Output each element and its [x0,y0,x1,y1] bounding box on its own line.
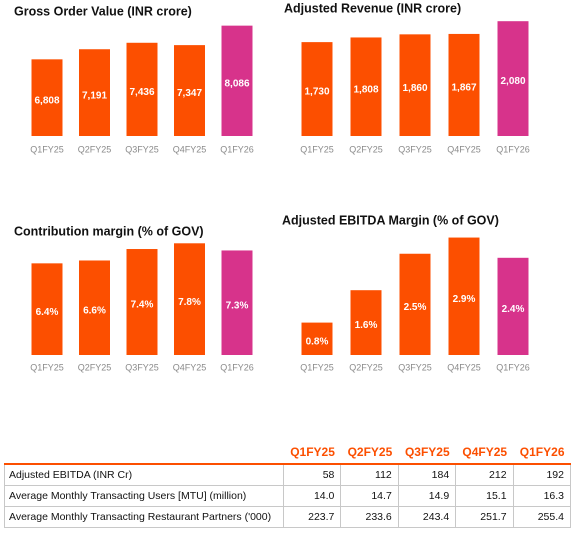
cell: 192 [512,463,572,486]
value-label: 2,080 [500,76,525,87]
x-tick-label: Q4FY25 [173,144,207,154]
bar [221,250,253,355]
bar [126,42,158,136]
table-row: Average Monthly Transacting Users [MTU] … [4,485,572,507]
x-tick-label: Q1FY26 [496,362,530,372]
cell: 112 [340,463,399,486]
x-tick-label: Q4FY25 [447,362,481,372]
bar [126,249,158,355]
bar [497,257,529,355]
value-label: 7.3% [226,300,249,311]
cell: 14.7 [340,485,399,507]
cell: 58 [282,463,342,486]
bar [301,322,333,355]
value-label: 1,860 [402,83,427,94]
cell: 233.6 [340,506,399,528]
column-header: Q1FY25 [283,442,341,465]
cell: 251.7 [455,506,514,528]
header-row: Q1FY25 Q2FY25 Q3FY25 Q4FY25 Q1FY26 [4,442,571,465]
x-tick-label: Q1FY25 [30,362,64,372]
row-label: Average Monthly Transacting Users [MTU] … [4,485,284,507]
x-tick-label: Q2FY25 [78,362,112,372]
cell: 15.1 [455,485,514,507]
x-tick-label: Q1FY26 [220,362,254,372]
column-header: Q4FY25 [455,442,514,465]
bar [350,290,382,355]
value-label: 6.6% [83,305,106,316]
x-tick-label: Q2FY25 [78,144,112,154]
metrics-table: Q1FY25 Q2FY25 Q3FY25 Q4FY25 Q1FY26 Adjusted E… [4,442,572,528]
value-label: 2.9% [453,294,476,305]
bar [448,33,480,136]
table-row: Average Monthly Transacting Restaurant P… [4,506,572,528]
x-tick-label: Q1FY25 [30,144,64,154]
value-label: 7,191 [82,90,107,101]
column-header: Q2FY25 [340,442,399,465]
x-tick-label: Q1FY26 [496,144,530,154]
value-label: 7,436 [129,87,154,98]
x-tick-label: Q3FY25 [125,362,159,372]
value-label: 2.4% [502,304,525,315]
value-label: 1.6% [355,320,378,331]
value-label: 2.5% [404,302,427,313]
cell: 14.9 [397,485,457,507]
cell: 223.7 [282,506,342,528]
bar [79,49,110,136]
cell: 16.3 [512,485,572,507]
chart-title: Contribution margin (% of GOV) [14,224,204,238]
bar [301,42,333,136]
bar [174,45,205,137]
column-header: Q3FY25 [398,442,456,465]
value-label: 0.8% [306,336,329,347]
chart-title: Gross Order Value (INR crore) [14,4,192,18]
x-tick-label: Q1FY25 [300,144,334,154]
value-label: 8,086 [224,78,249,89]
bar [399,34,431,136]
value-label: 1,808 [353,84,378,95]
value-label: 7,347 [177,88,202,99]
value-label: 6,808 [34,95,59,106]
bar [79,260,110,355]
bar [31,263,63,355]
bar [350,37,382,136]
cell: 212 [455,463,514,486]
bar [174,243,205,355]
row-label: Adjusted EBITDA (INR Cr) [4,463,284,486]
bar [497,21,529,136]
x-tick-label: Q3FY25 [125,144,159,154]
value-label: 7.8% [178,297,201,308]
bar [31,59,63,136]
cell: 184 [397,463,457,486]
x-tick-label: Q4FY25 [447,144,481,154]
x-tick-label: Q1FY26 [220,144,254,154]
value-label: 6.4% [36,307,59,318]
value-label: 1,867 [451,83,476,94]
bar [221,25,253,137]
charts: Gross Order Value (INR crore) 6,808 Q1FY25… [14,1,530,372]
table-row: Adjusted EBITDA (INR Cr) 58 112 184 212 192 [4,463,572,486]
table-region: Q1FY25 Q2FY25 Q3FY25 Q4FY25 Q1FY26 Adjusted E… [0,442,575,528]
x-tick-label: Q3FY25 [398,362,432,372]
value-label: 7.4% [131,300,154,311]
x-tick-label: Q2FY25 [349,144,383,154]
x-tick-label: Q4FY25 [173,362,207,372]
chart-title: Adjusted Revenue (INR crore) [284,1,461,15]
bar [399,253,431,355]
corner [4,442,284,465]
row-label: Average Monthly Transacting Restaurant P… [4,506,284,528]
cell: 255.4 [512,506,572,528]
chart-title: Adjusted EBITDA Margin (% of GOV) [282,213,499,227]
value-label: 1,730 [304,87,329,98]
column-header: Q1FY26 [513,442,571,465]
x-tick-label: Q1FY25 [300,362,334,372]
cell: 14.0 [282,485,342,507]
x-tick-label: Q2FY25 [349,362,383,372]
bar [448,237,480,355]
x-tick-label: Q3FY25 [398,144,432,154]
cell: 243.4 [397,506,457,528]
